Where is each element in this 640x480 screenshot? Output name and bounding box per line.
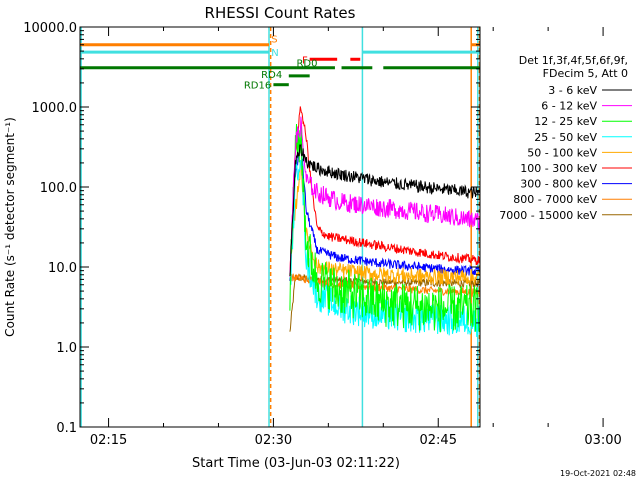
chart-title: RHESSI Count Rates <box>205 4 356 22</box>
y-tick-label-4: 1000.0 <box>32 101 78 116</box>
legend-header-0: Det 1f,3f,4f,5f,6f,9f, <box>519 54 628 67</box>
x-axis-label: Start Time (03-Jun-03 02:11:22) <box>192 456 400 471</box>
flag-label-rd0: RD0 <box>296 59 317 70</box>
x-tick-label-0: 02:15 <box>90 433 127 448</box>
legend-label-3: 25 - 50 keV <box>534 131 597 144</box>
series-line-6 <box>289 143 480 281</box>
y-tick-label-1: 1.0 <box>56 341 77 356</box>
legend-label-4: 50 - 100 keV <box>527 146 597 159</box>
series-line-7 <box>289 273 480 298</box>
series-line-4 <box>289 159 480 285</box>
flag-label-rd16: RD16 <box>244 81 271 92</box>
flag-label-f: F <box>302 55 308 66</box>
flag-label-n: N <box>271 48 278 59</box>
axes: 02:1502:3002:4503:0003:1503:3003:450.11.… <box>23 21 622 448</box>
legend-label-1: 6 - 12 keV <box>541 100 597 113</box>
y-tick-label-0: 0.1 <box>56 421 77 436</box>
y-tick-label-2: 10.0 <box>48 261 77 276</box>
legend-label-0: 3 - 6 keV <box>548 84 597 97</box>
legend-label-5: 100 - 300 keV <box>520 162 597 175</box>
legend-label-8: 7000 - 15000 keV <box>499 209 597 222</box>
y-axis-label: Count Rate (s⁻¹ detector segment⁻¹) <box>3 117 17 337</box>
plot-frame <box>79 26 481 428</box>
x-tick-label-2: 02:45 <box>420 433 457 448</box>
plot-clip-group <box>80 27 480 427</box>
series-line-2 <box>289 123 480 333</box>
series-line-5 <box>289 106 480 275</box>
legend-label-6: 300 - 800 keV <box>520 178 597 191</box>
flag-label-s: S <box>271 35 277 46</box>
legend-label-7: 800 - 7000 keV <box>513 193 597 206</box>
x-tick-label-1: 02:30 <box>255 433 292 448</box>
flag-label-rd4: RD4 <box>261 70 282 81</box>
series-line-0 <box>289 143 480 277</box>
legend-label-2: 12 - 25 keV <box>534 115 597 128</box>
y-tick-label-5: 10000.0 <box>23 21 77 36</box>
legend: Det 1f,3f,4f,5f,6f,9f,FDecim 5, Att 0 3 -… <box>499 54 632 222</box>
x-tick-label-3: 03:00 <box>584 433 621 448</box>
y-tick-label-3: 100.0 <box>40 181 77 196</box>
series-line-1 <box>289 116 480 277</box>
footer-timestamp: 19-Oct-2021 02:48 <box>560 469 636 478</box>
legend-header-1: FDecim 5, Att 0 <box>543 67 628 80</box>
